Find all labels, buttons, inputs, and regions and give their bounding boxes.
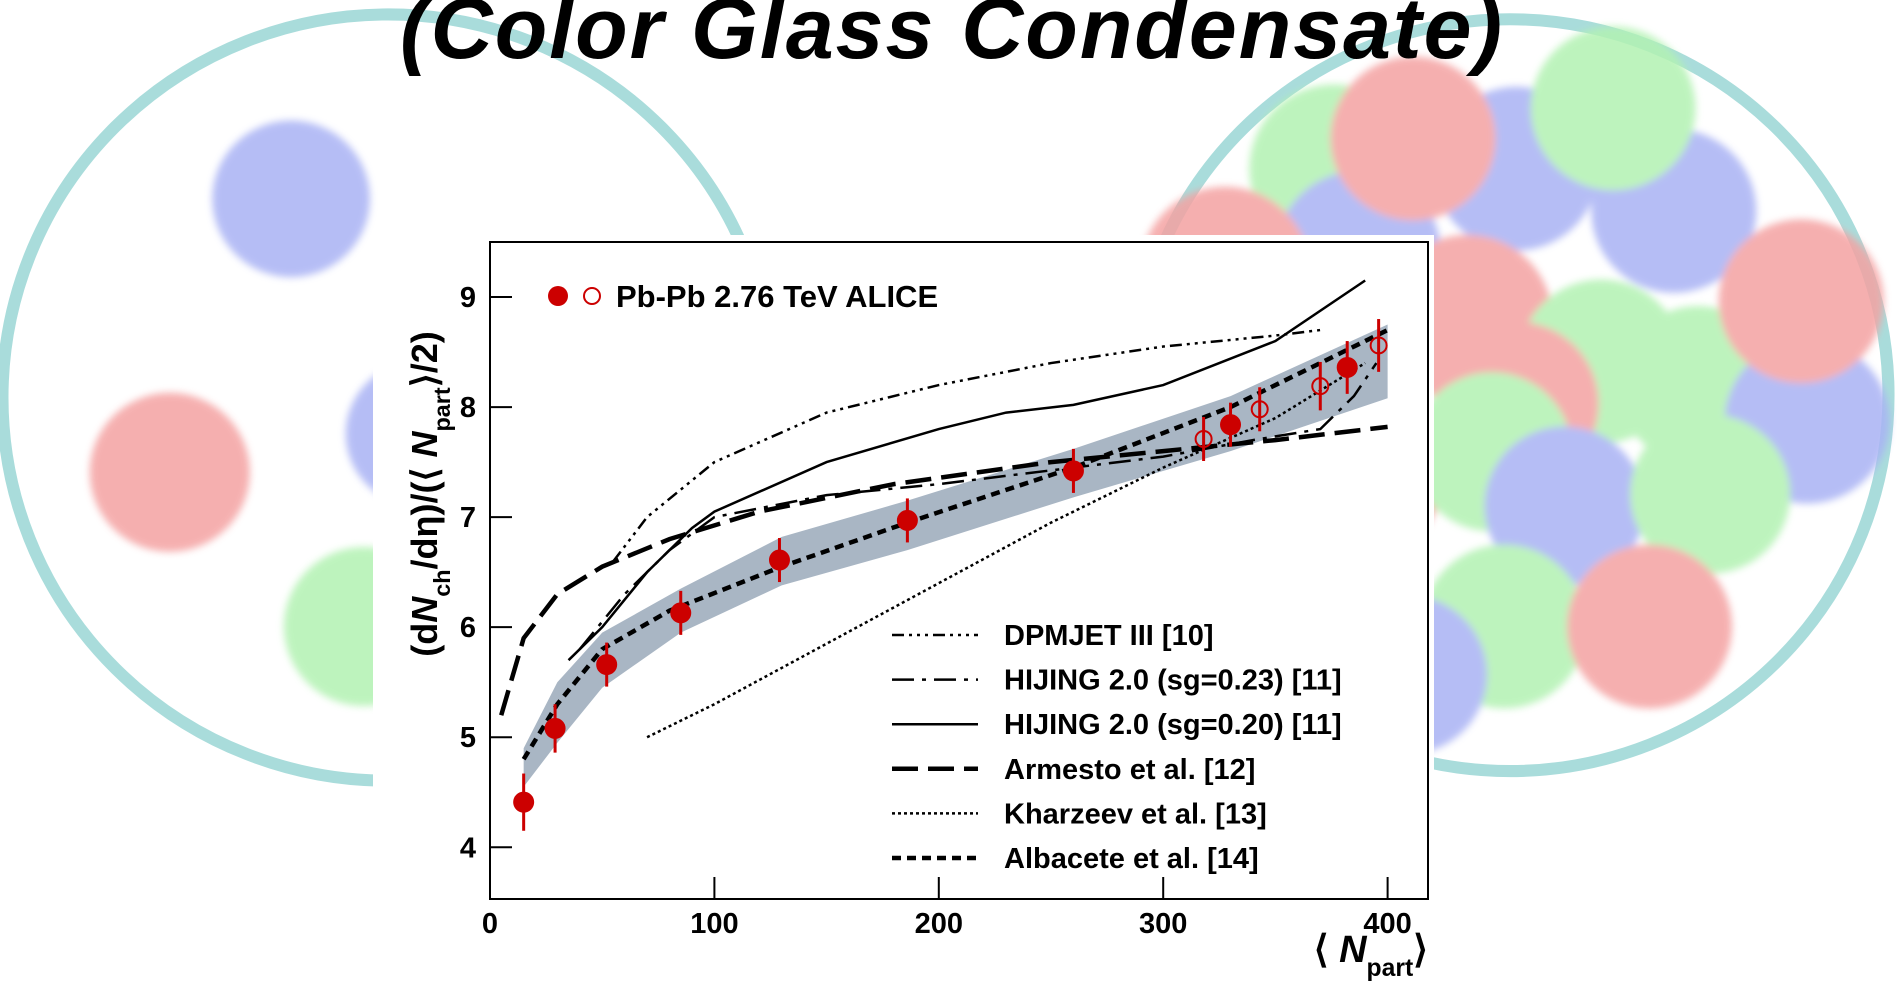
x-tick-label: 0 <box>482 908 498 940</box>
page: (Color Glass Condensate) DPMJET III [10]… <box>0 0 1897 1000</box>
x-axis-label-part: part <box>1367 955 1414 982</box>
data-point <box>769 550 789 570</box>
legend-label: HIJING 2.0 (sg=0.23) [11] <box>1004 665 1342 697</box>
x-tick-label: 200 <box>915 908 963 940</box>
y-tick-label: 7 <box>460 502 476 534</box>
y-axis-label-part: N <box>404 430 445 457</box>
y-axis-label-part: (d <box>404 623 445 657</box>
y-tick-label: 5 <box>460 722 476 754</box>
data-point <box>1337 357 1357 377</box>
x-tick-label: 100 <box>690 908 738 940</box>
y-axis-label-part: ch <box>429 570 455 597</box>
y-axis-label-part: part <box>429 387 455 431</box>
y-tick-label: 8 <box>460 392 476 424</box>
y-tick-label: 4 <box>460 832 476 864</box>
legend-marker <box>548 286 568 306</box>
data-point <box>671 603 691 623</box>
data-point <box>1221 415 1241 435</box>
data-point <box>897 510 917 530</box>
chart-panel <box>373 235 1434 1000</box>
x-axis-label-part: ⟩ <box>1413 929 1428 971</box>
data-point <box>545 718 565 738</box>
legend-label: DPMJET III [10] <box>1004 620 1214 652</box>
x-tick-label: 300 <box>1139 908 1187 940</box>
x-axis-label-part: ⟨ <box>1314 929 1339 971</box>
legend-label: Pb-Pb 2.76 TeV ALICE <box>616 279 938 314</box>
legend-label: Armesto et al. [12] <box>1004 754 1255 786</box>
slide: (Color Glass Condensate) DPMJET III [10]… <box>0 0 1897 1000</box>
y-tick-label: 6 <box>460 612 476 644</box>
legend-label: Kharzeev et al. [13] <box>1004 798 1267 830</box>
data-point <box>1063 461 1083 481</box>
legend-label: HIJING 2.0 (sg=0.20) [11] <box>1004 709 1342 741</box>
y-axis-label-part: ⟩/2) <box>404 331 445 387</box>
x-axis-label-part: N <box>1339 929 1368 971</box>
x-tick-label: 400 <box>1363 908 1411 940</box>
slide-title: (Color Glass Condensate) <box>400 0 1504 77</box>
data-point <box>514 792 534 812</box>
legend-label: Albacete et al. [14] <box>1004 843 1259 875</box>
y-axis-label-part: /dη)/(⟨ <box>404 457 445 569</box>
data-point <box>597 655 617 675</box>
y-axis-label-part: N <box>404 596 445 623</box>
y-tick-label: 9 <box>460 282 476 314</box>
